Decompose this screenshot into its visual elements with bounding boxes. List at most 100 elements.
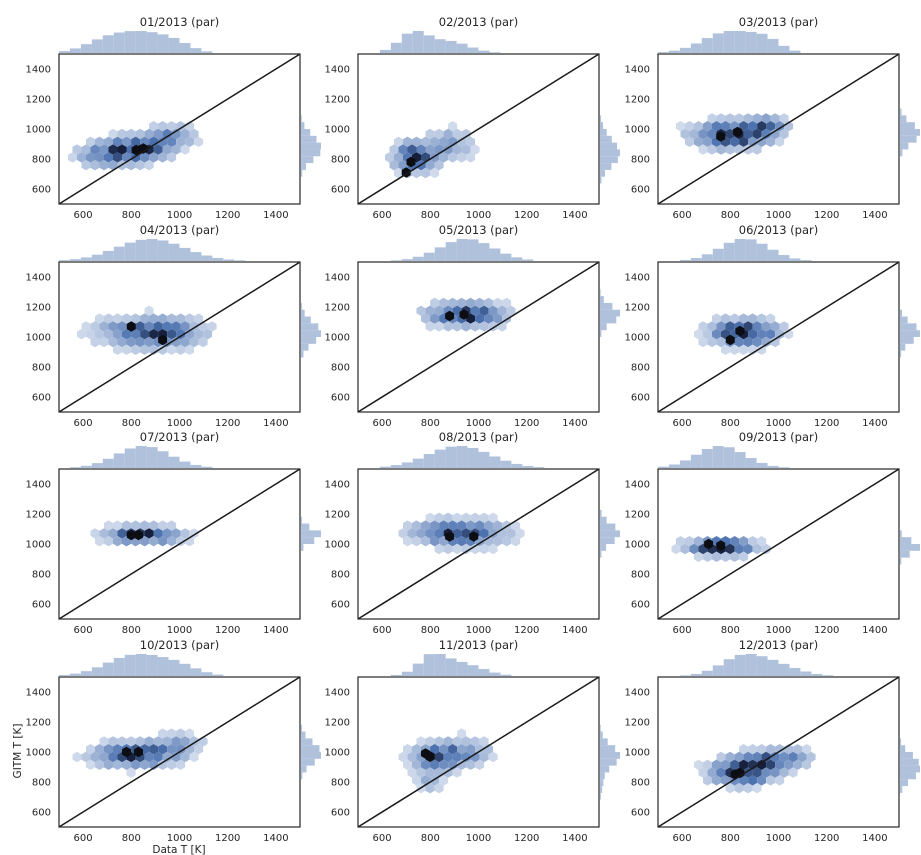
hexbin-peak — [406, 156, 416, 168]
hexbin-cell — [734, 113, 744, 124]
hexbin-cell — [752, 783, 762, 794]
hexbin-cell — [185, 344, 195, 355]
marginal-x-bar — [423, 252, 435, 261]
hexbin-cell — [703, 551, 712, 562]
marginal-x-bar — [91, 39, 103, 53]
y-tick-label: 1200 — [625, 510, 650, 521]
hexbin-cell — [788, 767, 798, 778]
axes-frame — [58, 53, 301, 205]
marginal-y-bar — [600, 523, 616, 531]
hexbin-cell — [398, 144, 408, 155]
hexbin-cell — [775, 775, 785, 786]
marginal-y-bar — [301, 343, 309, 351]
marginal-x-bar — [124, 242, 136, 261]
x-tick-label: 1200 — [215, 210, 240, 221]
marginal-x-bar — [734, 239, 746, 261]
identity-line — [657, 468, 900, 620]
hexbin-cell — [766, 329, 776, 340]
hexbin-cell — [403, 136, 412, 147]
hexbin-cell — [716, 321, 726, 332]
marginal-y-bar — [900, 765, 920, 773]
marginal-x-bar — [146, 655, 158, 676]
hexbin-cell — [461, 543, 471, 555]
y-tick-label: 1200 — [26, 303, 51, 314]
hexbin-cell — [412, 775, 421, 786]
hexbin-cell — [493, 313, 503, 324]
hexbin-cell — [425, 512, 435, 523]
panel-title: 05/2013 (par) — [439, 223, 518, 237]
x-tick-label: 1200 — [514, 210, 539, 221]
hexbin-cell — [86, 329, 95, 340]
y-tick-label: 800 — [631, 570, 650, 581]
x-tick-label: 1400 — [862, 418, 887, 429]
hexbin-cell — [189, 128, 199, 140]
hexbin-cell — [421, 759, 431, 770]
hexbin-cell — [743, 321, 753, 332]
hexbin-cell — [176, 329, 186, 340]
hexbin-cell — [739, 136, 749, 147]
hexbin-cell — [739, 536, 749, 547]
hexbin-peak — [158, 334, 168, 346]
hexbin-cell — [671, 543, 681, 555]
x-tick-label: 1400 — [263, 625, 288, 636]
hexbin-cell — [685, 136, 694, 147]
hexbin-cell — [703, 136, 712, 147]
hexbin-cell — [712, 775, 721, 786]
marginal-x-bar — [146, 447, 158, 468]
hexbin-cell — [743, 543, 753, 555]
hexbin-cell — [135, 736, 145, 747]
y-tick-label: 1400 — [325, 65, 350, 76]
hexbin-cell — [122, 344, 132, 355]
marginal-x-bar — [679, 259, 691, 261]
hexbin-layer — [68, 121, 204, 171]
y-tick-label: 1000 — [325, 540, 350, 551]
axes-frame — [357, 53, 600, 205]
marginal-y-bar — [301, 337, 317, 344]
marginal-x-bar — [102, 250, 114, 261]
panel-title: 09/2013 (par) — [739, 430, 818, 444]
hexbin-cell — [421, 520, 431, 531]
y-tick-label: 1200 — [26, 95, 51, 106]
marginal-y-bar — [900, 129, 920, 136]
marginal-y-bar — [600, 792, 601, 800]
marginal-x-bar — [434, 39, 446, 53]
hexbin-cell — [448, 520, 458, 531]
marginal-x-bar — [478, 243, 490, 261]
hexbin-cell — [412, 520, 421, 531]
axes-frame — [657, 261, 900, 413]
hexbin-cell — [739, 759, 749, 770]
x-tick-label: 1000 — [466, 833, 491, 844]
hexbin-cell — [113, 344, 122, 355]
marginal-y-bar — [900, 752, 913, 759]
hexbin-cell — [185, 728, 195, 739]
hexbin-cell — [439, 152, 449, 163]
marginal-x-bar — [522, 465, 534, 468]
y-tick-label: 800 — [631, 363, 650, 374]
hexbin-cell — [766, 313, 776, 324]
marginal-y-bar — [600, 149, 620, 157]
panel-5: 05/2013 (par) 600 800 1000 1200 1400 600 800 100… — [325, 223, 620, 429]
marginal-x-bar — [445, 658, 457, 676]
panel-title: 01/2013 (par) — [140, 15, 219, 29]
hexbin-cell — [176, 121, 186, 132]
hexbin-cell — [158, 313, 168, 324]
marginal-y-bar — [900, 337, 914, 344]
hexbin-cell — [194, 329, 204, 340]
hexbin-cell — [99, 144, 109, 155]
hexbin-cell — [461, 128, 471, 140]
hexbin-cell — [725, 144, 735, 155]
marginal-x-bar — [822, 675, 834, 676]
hexbin-cell — [443, 512, 453, 523]
hexbin-peak — [725, 334, 735, 346]
hexbin-cell — [734, 336, 744, 348]
marginal-x-bar — [379, 49, 391, 53]
hexbin-cell — [95, 536, 104, 547]
hexbin-cell — [775, 329, 785, 340]
marginal-x-bar — [212, 674, 224, 676]
hexbin-cell — [389, 144, 399, 155]
marginal-x-bar — [157, 240, 169, 261]
hexbin-cell — [398, 528, 408, 539]
marginal-x-bar — [445, 446, 457, 468]
hexbin-cell — [439, 759, 449, 770]
marginal-y-bar — [600, 302, 613, 310]
